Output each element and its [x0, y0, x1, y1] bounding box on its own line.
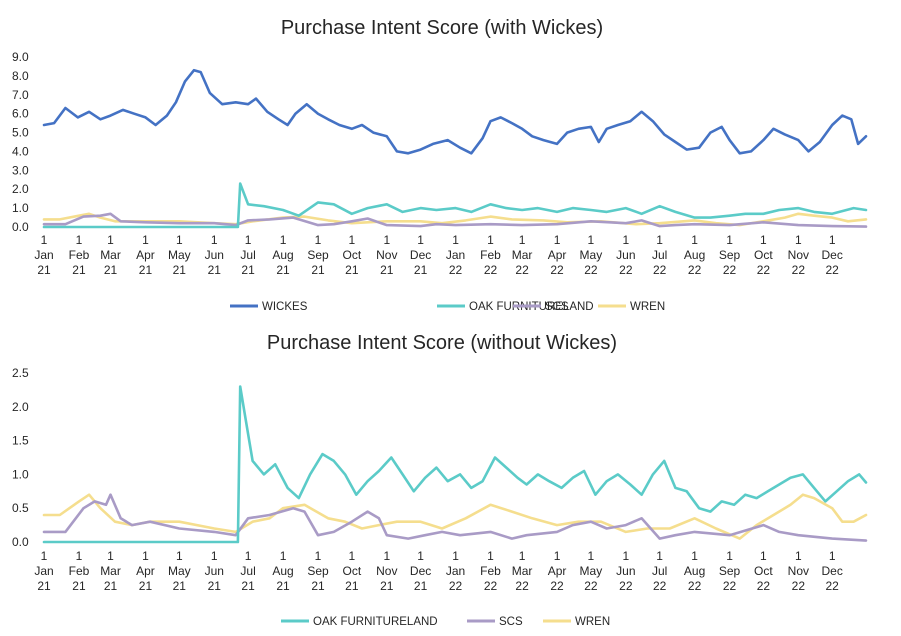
- x-tick-label: 1 Oct 21: [342, 549, 361, 593]
- x-tick-label: 1 Nov 22: [788, 549, 809, 593]
- series-line-wickes: [42, 68, 868, 155]
- y-tick-label: 1.0: [12, 467, 29, 481]
- x-tick-label: 1 Mar 22: [512, 233, 533, 277]
- x-tick-label: 1 Jul 21: [240, 233, 255, 277]
- y-tick-label: 4.0: [12, 144, 29, 158]
- chart-title: Purchase Intent Score (without Wickes): [267, 332, 617, 354]
- x-tick-label: 1 Apr 21: [136, 233, 155, 277]
- y-tick-label: 9.0: [12, 50, 29, 64]
- x-tick-label: 1 Nov 21: [376, 549, 397, 593]
- x-tick-label: 1 Dec 22: [822, 233, 843, 277]
- x-tick-label: 1 Apr 21: [136, 549, 155, 593]
- x-tick-label: 1 Oct 21: [342, 233, 361, 277]
- x-tick-label: 1 Sep 22: [719, 233, 741, 277]
- y-tick-label: 0.0: [12, 535, 29, 549]
- x-tick-label: 1 Apr 22: [548, 233, 567, 277]
- y-tick-label: 3.0: [12, 163, 29, 177]
- y-tick-label: 2.0: [12, 400, 29, 414]
- x-tick-label: 1 Feb 21: [69, 549, 90, 593]
- legend-label: WICKES: [262, 301, 308, 313]
- y-tick-label: 0.5: [12, 501, 29, 515]
- legend-label: WREN: [630, 301, 665, 313]
- legend-label: SCS: [499, 616, 523, 628]
- x-tick-label: 1 Jul 22: [652, 233, 667, 277]
- y-tick-label: 0.0: [12, 220, 29, 234]
- x-tick-label: 1 Feb 22: [480, 233, 501, 277]
- series-line-scs: [42, 212, 868, 228]
- chart-title: Purchase Intent Score (with Wickes): [281, 17, 603, 39]
- x-tick-label: 1 Aug 22: [684, 233, 705, 277]
- x-tick-label: 1 May 22: [580, 233, 603, 277]
- x-tick-label: 1 Apr 22: [548, 549, 567, 593]
- series-line-scs: [42, 493, 868, 542]
- x-tick-label: 1 Sep 21: [307, 549, 329, 593]
- y-tick-label: 1.5: [12, 434, 29, 448]
- x-tick-label: 1 Aug 21: [272, 549, 293, 593]
- y-tick-label: 5.0: [12, 126, 29, 140]
- x-tick-label: 1 Jan 21: [34, 233, 53, 277]
- x-tick-label: 1 Mar 22: [512, 549, 533, 593]
- legend-label: OAK FURNITURELAND: [313, 616, 438, 628]
- x-tick-label: 1 Jan 22: [446, 233, 465, 277]
- chart-without-wickes: Purchase Intent Score (without Wickes) 0…: [12, 332, 868, 628]
- x-tick-label: 1 Nov 22: [788, 233, 809, 277]
- x-tick-label: 1 Sep 21: [307, 233, 329, 277]
- y-tick-label: 2.5: [12, 366, 29, 380]
- legend-label: WREN: [575, 616, 610, 628]
- x-tick-label: 1 May 21: [168, 549, 191, 593]
- x-tick-label: 1 Aug 21: [272, 233, 293, 277]
- series-line-oak-furnitureland: [42, 385, 868, 544]
- chart-with-wickes: Purchase Intent Score (with Wickes) 0.0 1…: [12, 17, 868, 313]
- y-tick-label: 2.0: [12, 182, 29, 196]
- x-tick-label: 1 Dec 22: [822, 549, 843, 593]
- x-tick-label: 1 Jun 22: [616, 233, 635, 277]
- x-tick-label: 1 Dec 21: [410, 233, 431, 277]
- x-tick-label: 1 Jul 21: [240, 549, 255, 593]
- x-tick-label: 1 Nov 21: [376, 233, 397, 277]
- x-tick-label: 1 May 21: [168, 233, 191, 277]
- x-tick-label: 1 Jan 22: [446, 549, 465, 593]
- series-line-oak-furnitureland: [42, 182, 868, 229]
- x-tick-label: 1 Feb 21: [69, 233, 90, 277]
- x-tick-label: 1 Jun 22: [616, 549, 635, 593]
- x-tick-label: 1 Jun 21: [205, 233, 224, 277]
- y-tick-label: 7.0: [12, 88, 29, 102]
- y-tick-label: 8.0: [12, 69, 29, 83]
- y-tick-label: 1.0: [12, 201, 29, 215]
- x-tick-label: 1 Sep 22: [719, 549, 741, 593]
- x-tick-label: 1 Jan 21: [34, 549, 53, 593]
- x-tick-label: 1 Feb 22: [480, 549, 501, 593]
- x-tick-label: 1 Mar 21: [100, 549, 121, 593]
- x-tick-label: 1 Aug 22: [684, 549, 705, 593]
- x-tick-label: 1 Oct 22: [754, 233, 773, 277]
- legend-label: SCS: [545, 301, 569, 313]
- y-tick-label: 6.0: [12, 107, 29, 121]
- x-tick-label: 1 Jun 21: [205, 549, 224, 593]
- x-tick-label: 1 Oct 22: [754, 549, 773, 593]
- x-tick-label: 1 Jul 22: [652, 549, 667, 593]
- x-tick-label: 1 Dec 21: [410, 549, 431, 593]
- x-tick-label: 1 Mar 21: [100, 233, 121, 277]
- x-tick-label: 1 May 22: [580, 549, 603, 593]
